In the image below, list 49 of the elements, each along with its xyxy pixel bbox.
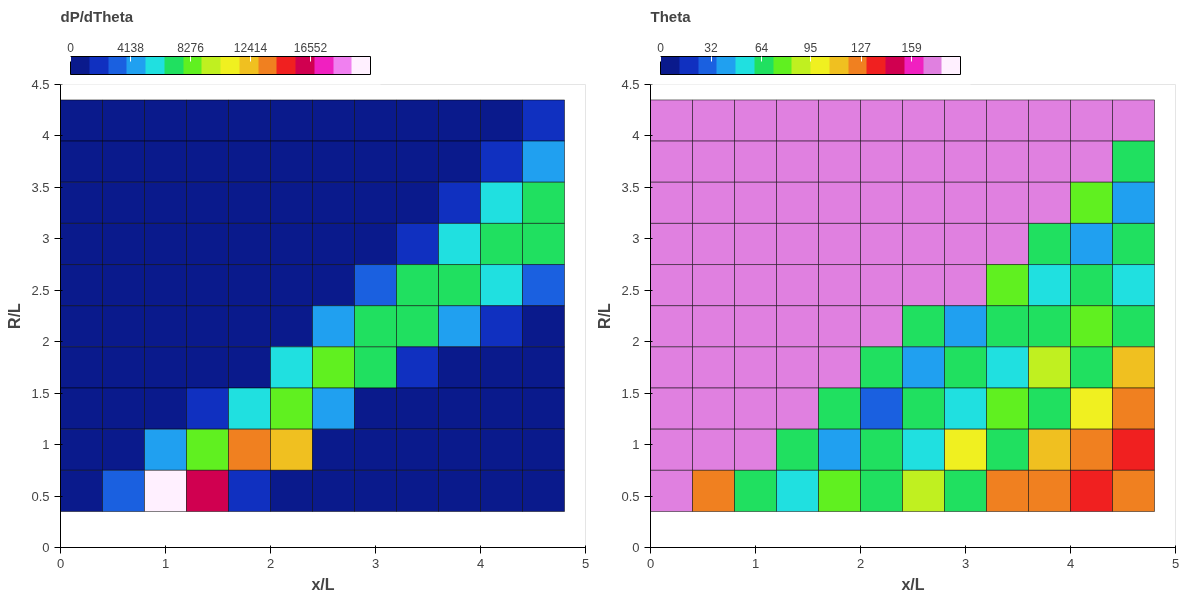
color-bar-label: 0 xyxy=(657,40,665,55)
x-tick-label: 4 xyxy=(1066,555,1075,571)
y-tick-label: 0 xyxy=(42,540,50,555)
y-tick-label: 3.5 xyxy=(621,179,640,195)
x-axis-title: x/L xyxy=(311,575,335,593)
chart-title: Theta xyxy=(650,7,692,25)
y-axis-title: R/L xyxy=(6,302,24,329)
y-axis-title: R/L xyxy=(596,302,614,329)
color-bar-label: 32 xyxy=(704,40,719,55)
y-tick-label: 0 xyxy=(632,540,640,555)
color-bar-label: 0 xyxy=(67,40,75,55)
y-tick-label: 2.5 xyxy=(621,282,640,298)
color-bar-label: 4138 xyxy=(117,40,145,55)
y-tick-label: 3 xyxy=(632,231,640,247)
x-axis-title: x/L xyxy=(901,575,925,593)
x-tick-label: 0 xyxy=(646,555,655,571)
x-tick-label: 1 xyxy=(751,555,760,571)
y-tick-label: 2 xyxy=(632,334,640,350)
y-tick-label: 4 xyxy=(632,128,640,144)
color-bar-label: 8276 xyxy=(177,40,205,55)
x-tick-label: 2 xyxy=(856,555,865,571)
x-tick-label: 5 xyxy=(581,555,590,571)
y-tick-label: 4.5 xyxy=(31,77,50,92)
x-tick-label: 4 xyxy=(476,555,485,571)
color-bar-label: 12414 xyxy=(233,40,268,55)
color-bar-label: 16552 xyxy=(293,40,328,55)
y-tick-label: 4.5 xyxy=(621,77,640,92)
y-tick-label: 1 xyxy=(42,437,50,453)
y-tick-label: 1.5 xyxy=(621,385,640,401)
chart-title: dP/dTheta xyxy=(60,7,134,25)
y-tick-label: 1 xyxy=(632,437,640,453)
x-tick-label: 3 xyxy=(371,555,380,571)
y-tick-label: 2.5 xyxy=(31,282,50,298)
y-tick-label: 1.5 xyxy=(31,385,50,401)
color-bar-label: 159 xyxy=(901,40,922,55)
x-tick-label: 5 xyxy=(1171,555,1180,571)
x-tick-label: 2 xyxy=(266,555,275,571)
y-tick-label: 0.5 xyxy=(31,488,50,504)
x-tick-label: 0 xyxy=(56,555,65,571)
y-tick-label: 4 xyxy=(42,128,50,144)
y-tick-label: 3 xyxy=(42,231,50,247)
color-bar-label: 127 xyxy=(851,40,872,55)
y-tick-label: 3.5 xyxy=(31,179,50,195)
x-tick-label: 3 xyxy=(961,555,970,571)
y-tick-label: 0.5 xyxy=(621,488,640,504)
x-tick-label: 1 xyxy=(161,555,170,571)
color-bar-label: 64 xyxy=(754,40,769,55)
y-tick-label: 2 xyxy=(42,334,50,350)
color-bar-label: 95 xyxy=(803,40,818,55)
